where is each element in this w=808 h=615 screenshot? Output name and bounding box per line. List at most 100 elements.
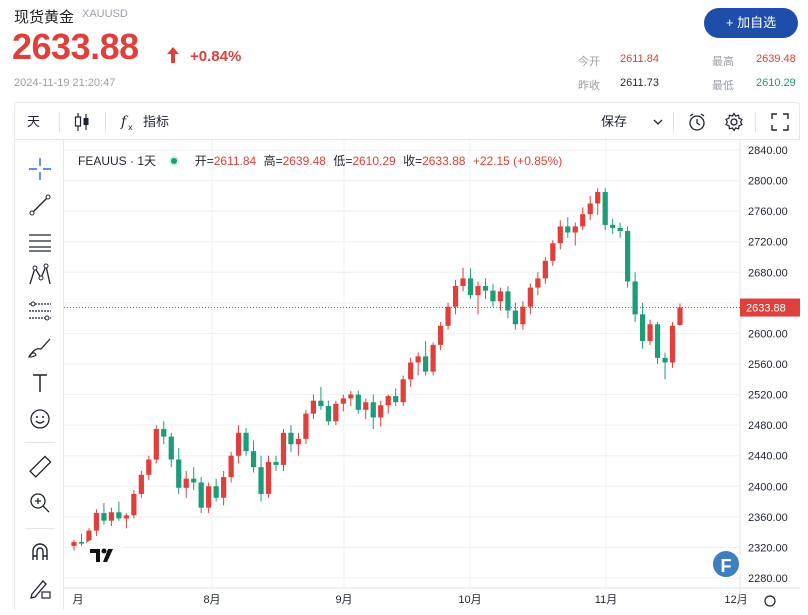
y-tick-label: 2800.00 <box>748 176 788 188</box>
candle-body <box>677 307 683 326</box>
alarm-icon[interactable] <box>687 112 707 132</box>
candle-body <box>430 344 436 372</box>
candle-body <box>580 214 586 227</box>
brush-icon[interactable] <box>25 332 55 362</box>
candle-body <box>467 278 474 296</box>
x-tick-label: 8月 <box>203 594 220 606</box>
candle-body <box>415 356 421 363</box>
candle-body <box>497 291 504 302</box>
candle-body <box>460 278 466 287</box>
candle-body <box>452 286 459 307</box>
candle-body <box>355 394 361 410</box>
ruler-icon[interactable] <box>25 452 55 482</box>
svg-text:x: x <box>128 123 133 132</box>
candle-body <box>168 436 174 460</box>
candle-body <box>639 314 646 342</box>
drawing-tools-sidebar <box>14 140 64 610</box>
y-tick-label: 2600.00 <box>748 328 788 340</box>
candle-body <box>647 324 653 342</box>
y-tick-label: 2520.00 <box>748 390 788 402</box>
candle-body <box>378 405 384 418</box>
candle-body <box>93 513 100 531</box>
legend-high-key: 高= <box>263 154 283 168</box>
candle-body <box>318 400 324 407</box>
emoji-icon[interactable] <box>25 404 55 434</box>
open-label: 今开 <box>578 56 600 68</box>
candle-body <box>370 402 376 418</box>
horizontal-lines-icon[interactable] <box>25 226 55 256</box>
magnet-icon[interactable] <box>25 538 55 568</box>
candle-body <box>295 438 302 445</box>
low-value: 2610.29 <box>756 77 796 89</box>
candle-body <box>669 325 676 363</box>
f-badge-icon[interactable]: F <box>711 549 741 579</box>
candle-body <box>250 451 257 468</box>
y-tick-label: 2560.00 <box>748 359 788 371</box>
candle-body <box>235 432 242 456</box>
toolbar-divider <box>755 112 756 132</box>
sidebar-divider <box>25 442 55 443</box>
candle-body <box>662 357 668 363</box>
x-tick-label: 10月 <box>458 594 481 606</box>
candle-body <box>153 428 159 460</box>
candle-body <box>565 226 571 233</box>
save-button[interactable]: 保存 <box>601 114 628 129</box>
fullscreen-icon[interactable] <box>771 113 789 131</box>
candle-body <box>333 403 339 422</box>
candle-body <box>221 477 227 498</box>
interval-button[interactable]: 天 <box>27 114 41 129</box>
last-price: 2633.88 <box>12 26 139 67</box>
legend-open-key: 开= <box>194 154 214 168</box>
candle-body <box>654 324 661 358</box>
candlestick-chart[interactable]: 月 8月 9月 10月 11月 12月 2840.00 2800.00 2760.00 2720.… <box>64 140 800 610</box>
candle-body <box>505 291 511 311</box>
y-tick-label: 2320.00 <box>748 542 788 554</box>
add-watchlist-button[interactable]: + 加自选 <box>704 8 798 38</box>
candle-body <box>123 515 129 519</box>
instrument-symbol: XAUUSD <box>82 8 128 20</box>
open-value: 2611.84 <box>620 53 659 65</box>
candle-body <box>198 482 204 508</box>
candle-body <box>243 432 249 452</box>
candle-body <box>116 512 122 519</box>
legend-low-value: 2610.29 <box>352 154 396 168</box>
chart-canvas[interactable]: 月 8月 9月 10月 11月 12月 2840.00 2800.00 2760.00 2720.… <box>64 140 800 610</box>
candle-body <box>557 226 563 244</box>
status-dot-icon <box>169 156 180 166</box>
quote-header: 现货黄金 XAUUSD 2633.88 +0.84% 2024-11-19 21… <box>0 0 808 100</box>
text-icon[interactable] <box>25 368 55 398</box>
gear-icon[interactable] <box>724 112 744 132</box>
trendline-icon[interactable] <box>25 190 55 220</box>
candle-body <box>393 396 399 403</box>
chevron-down-icon[interactable] <box>653 117 663 127</box>
candle-body <box>408 362 414 380</box>
candle-body <box>572 226 578 233</box>
lock-pencil-icon[interactable] <box>25 572 55 602</box>
ohlc-legend: FEAUUS · 1天 开=2611.84 高=2639.48 低=2610.2… <box>78 152 562 169</box>
y-tick-label: 2720.00 <box>748 237 788 249</box>
indicators-button[interactable]: 指标 <box>143 114 170 129</box>
prev-close-value: 2611.73 <box>620 77 659 89</box>
candle-body <box>632 281 638 315</box>
fib-icon[interactable] <box>25 296 55 326</box>
candle-body <box>273 461 279 465</box>
candle-body <box>348 394 354 399</box>
candle-body <box>475 286 481 296</box>
candle-body <box>550 243 556 261</box>
fx-icon[interactable]: f x <box>119 112 139 132</box>
svg-text:f: f <box>120 114 129 130</box>
candle-body <box>213 486 219 498</box>
zoom-in-icon[interactable] <box>25 488 55 518</box>
candle-body <box>206 486 212 508</box>
last-price-tag-label: 2633.88 <box>746 303 786 315</box>
candles-icon[interactable] <box>73 112 91 132</box>
candle-body <box>288 432 294 445</box>
y-tick-label: 2280.00 <box>748 573 788 585</box>
pattern-icon[interactable] <box>25 260 55 290</box>
y-tick-label: 2840.00 <box>748 145 788 157</box>
candle-body <box>437 325 444 345</box>
toolbar-divider <box>673 112 674 132</box>
crosshair-icon[interactable] <box>25 154 55 184</box>
x-tick-label: 11月 <box>595 594 617 606</box>
prev-close-label: 昨收 <box>578 80 600 92</box>
